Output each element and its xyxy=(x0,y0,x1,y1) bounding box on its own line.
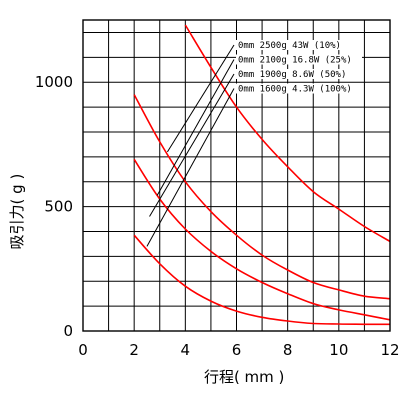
y-tick-label: 0 xyxy=(63,322,73,340)
curves xyxy=(133,24,391,326)
grid xyxy=(83,20,390,331)
legend-entry-background xyxy=(236,54,362,65)
series-line-2 xyxy=(133,94,391,300)
series-line-1 xyxy=(184,24,391,243)
legend: 0mm 2500g 43W (10%) 0mm 2100g 16.8W (25%)… xyxy=(236,40,362,95)
y-tick-labels: 0 500 1000 xyxy=(35,73,73,340)
legend-leader-line xyxy=(146,88,235,247)
plot-frame xyxy=(82,19,391,332)
x-tick-label: 0 xyxy=(78,341,88,359)
y-tick-label: 1000 xyxy=(35,73,73,91)
legend-entry: 0mm 1600g 4.3W (100%) xyxy=(238,85,352,95)
x-axis-label: 行程( mm ) xyxy=(204,368,284,386)
x-tick-label: 12 xyxy=(380,341,399,359)
legend-entry: 0mm 2500g 43W (10%) xyxy=(238,41,341,51)
x-tick-label: 10 xyxy=(329,341,348,359)
y-tick-label: 500 xyxy=(44,198,73,216)
x-tick-label: 6 xyxy=(232,341,242,359)
legend-leader-line xyxy=(156,59,235,196)
series-line-3 xyxy=(133,158,391,321)
x-tick-label: 2 xyxy=(129,341,139,359)
y-axis-label: 吸引力( g ) xyxy=(8,174,26,250)
legend-entry-background xyxy=(236,69,362,79)
legend-entry-background xyxy=(236,40,362,50)
legend-leader-line xyxy=(167,44,235,153)
legend-entry: 0mm 2100g 16.8W (25%) xyxy=(238,56,352,66)
legend-entry: 0mm 1900g 8.6W (50%) xyxy=(238,70,346,80)
legend-leaders xyxy=(146,44,235,247)
series-line-4 xyxy=(133,234,390,326)
x-tick-labels: 0 2 4 6 8 10 12 xyxy=(78,341,399,359)
legend-entry-background xyxy=(236,83,362,94)
x-tick-label: 4 xyxy=(181,341,191,359)
legend-leader-line xyxy=(149,73,235,217)
x-tick-label: 8 xyxy=(283,341,293,359)
